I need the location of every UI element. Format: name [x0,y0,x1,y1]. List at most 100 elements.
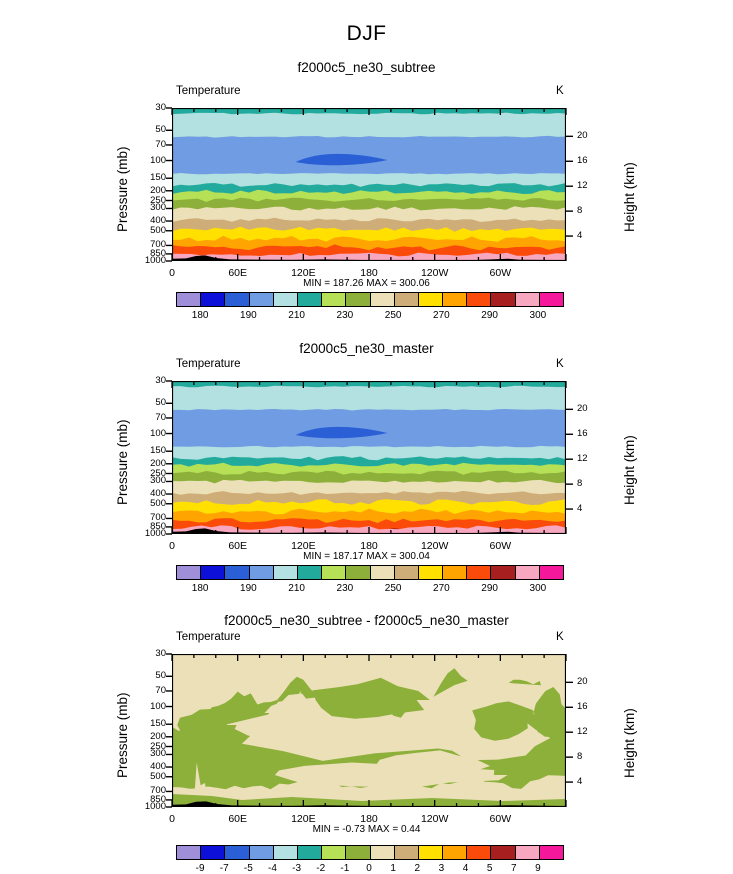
longitude-tick-label: 180 [360,540,378,552]
colorbar-segment [418,846,444,859]
pressure-tick-label: 850 [150,520,166,532]
colorbar-temperature-2[interactable] [176,565,564,580]
colorbar-segment [201,846,226,859]
colorbar-segment [297,293,323,306]
minmax-text: MIN = 187.26 MAX = 300.06 [303,278,430,289]
colorbar-segment [467,293,492,306]
colorbar-temperature-1[interactable] [176,292,564,307]
pressure-tick-label: 70 [155,411,166,423]
height-tick-label: 4 [577,230,583,242]
figure-title: DJF [346,22,387,45]
height-tick-label: 4 [577,503,583,515]
longitude-tick-label: 120W [420,813,449,825]
colorbar-tick-label: 250 [384,583,402,594]
colorbar-segment [467,566,492,579]
pressure-tick-label: 100 [150,154,166,166]
unit-label: K [556,358,564,370]
colorbar-tick-label: 290 [481,583,498,594]
colorbar-segment [346,293,371,306]
height-tick-label: 12 [577,726,588,738]
height-tick-label: 16 [577,155,588,167]
colorbar-segment [249,293,274,306]
longitude-tick-label: 0 [169,813,175,825]
pressure-tick-label: 70 [155,138,166,150]
pressure-tick-label: 200 [150,730,166,742]
pressure-tick-label: 100 [150,700,166,712]
variable-name: Temperature [176,358,241,370]
colorbar-segment [201,293,226,306]
colorbar-segment [322,846,347,859]
longitude-tick-label: 60W [489,267,512,279]
longitude-tick-label: 60E [228,540,247,552]
pressure-tick-label: 250 [150,467,166,479]
height-tick-label: 20 [577,130,588,142]
colorbar-segment [491,566,516,579]
colorbar-tick-label: -7 [219,863,229,874]
height-tick-label: 20 [577,403,588,415]
colorbar-tick-label: 4 [462,863,469,874]
height-tick-label: 16 [577,428,588,440]
colorbar-segment [443,846,468,859]
minmax-text: MIN = -0.73 MAX = 0.44 [312,824,421,835]
colorbar-tick-label: 180 [191,583,209,594]
pressure-tick-label: 50 [155,670,166,682]
longitude-tick-label: 120E [291,813,316,825]
height-tick-label: 16 [577,701,588,713]
colorbar-segment [515,846,540,859]
pressure-tick-label: 850 [150,247,166,259]
colorbar-segment [370,566,395,579]
colorbar-tick-label: 9 [535,863,541,874]
colorbar-segment [273,846,298,859]
pressure-tick-label: 500 [150,770,166,782]
colorbar-segment [297,846,323,859]
colorbar-tick-label: 190 [240,583,257,594]
longitude-tick-label: 120W [420,540,449,552]
pressure-tick-label: 850 [150,793,166,805]
colorbar-tick-label: 7 [510,863,517,874]
longitude-tick-label: 60E [228,267,247,279]
pressure-tick-label: 150 [150,445,166,457]
colorbar-segment [225,846,250,859]
colorbar-segment [418,293,444,306]
contour-field [172,108,566,261]
colorbar-segment [370,846,395,859]
colorbar-tick-label: -2 [316,863,326,874]
variable-name: Temperature [176,85,241,97]
colorbar-segment [273,566,298,579]
colorbar-segment [539,566,563,579]
colorbar-segment [467,846,492,859]
longitude-tick-label: 60E [228,813,247,825]
colorbar-segment [297,566,323,579]
colorbar-tick-label: 300 [529,583,547,594]
pressure-tick-label: 700 [150,512,166,524]
colorbar-segment [273,293,298,306]
colorbar-segment [322,293,347,306]
pressure-tick-label: 150 [150,172,166,184]
pressure-tick-label: 300 [150,475,166,487]
contour-field [172,381,566,534]
colorbar-segment [539,846,563,859]
colorbar-segment [443,566,468,579]
pressure-tick-label: 1000 [144,255,166,266]
height-tick-label: 4 [577,776,583,788]
colorbar-tick-label: 5 [486,863,493,874]
colorbar-segment [515,566,540,579]
colorbar-difference[interactable] [176,845,564,860]
pressure-tick-label: 400 [150,215,166,227]
pressure-tick-label: 70 [155,684,166,696]
colorbar-tick-label: 210 [288,583,305,594]
panel-title: f2000c5_ne30_master [299,341,434,356]
colorbar-segment [491,293,516,306]
height-tick-label: 12 [577,453,588,465]
longitude-tick-label: 120E [291,267,316,279]
difference-field [172,654,566,807]
colorbar-segment [443,293,468,306]
minmax-text: MIN = 187.17 MAX = 300.04 [303,551,430,562]
panel-title: f2000c5_ne30_subtree [297,60,436,75]
longitude-tick-label: 180 [360,267,378,279]
pressure-tick-label: 30 [155,102,166,113]
pressure-tick-label: 30 [155,375,166,386]
pressure-tick-label: 100 [150,427,166,439]
pressure-tick-label: 50 [155,397,166,409]
